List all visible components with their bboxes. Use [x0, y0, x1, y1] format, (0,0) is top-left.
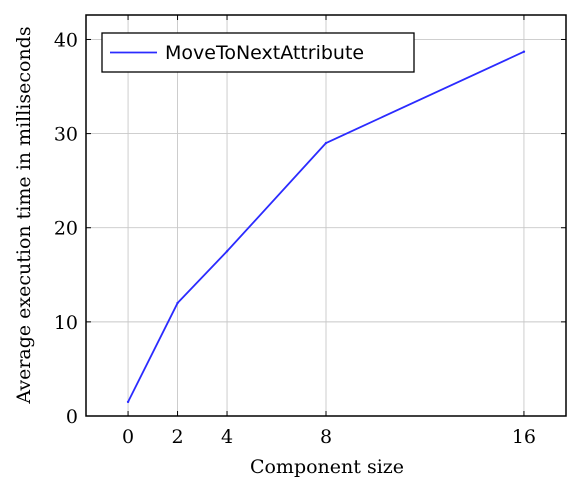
y-tick-label: 0: [66, 406, 78, 428]
x-axis-label: Component size: [250, 456, 404, 478]
y-tick-label: 20: [54, 218, 78, 240]
x-tick-label: 4: [221, 426, 233, 448]
data-point: [522, 50, 526, 53]
axis-ticks: 0 2 4 8 16 0 10 20 30 40: [54, 15, 566, 448]
grid-lines: [86, 15, 566, 417]
x-tick-label: 8: [320, 426, 332, 448]
legend: MoveToNextAttribute: [101, 32, 415, 73]
y-axis-label: Average execution time in milliseconds: [13, 26, 35, 404]
legend-label: MoveToNextAttribute: [165, 42, 364, 64]
data-point: [225, 250, 229, 253]
y-tick-label: 10: [54, 312, 78, 334]
series-layer: [126, 50, 526, 404]
y-tick-label: 40: [54, 29, 78, 51]
data-point: [176, 301, 179, 305]
x-tick-label: 2: [171, 426, 183, 448]
data-point: [126, 400, 130, 404]
x-tick-label: 16: [512, 426, 536, 448]
x-tick-label: 0: [122, 426, 134, 448]
y-tick-label: 30: [54, 124, 78, 146]
data-point: [324, 141, 328, 145]
